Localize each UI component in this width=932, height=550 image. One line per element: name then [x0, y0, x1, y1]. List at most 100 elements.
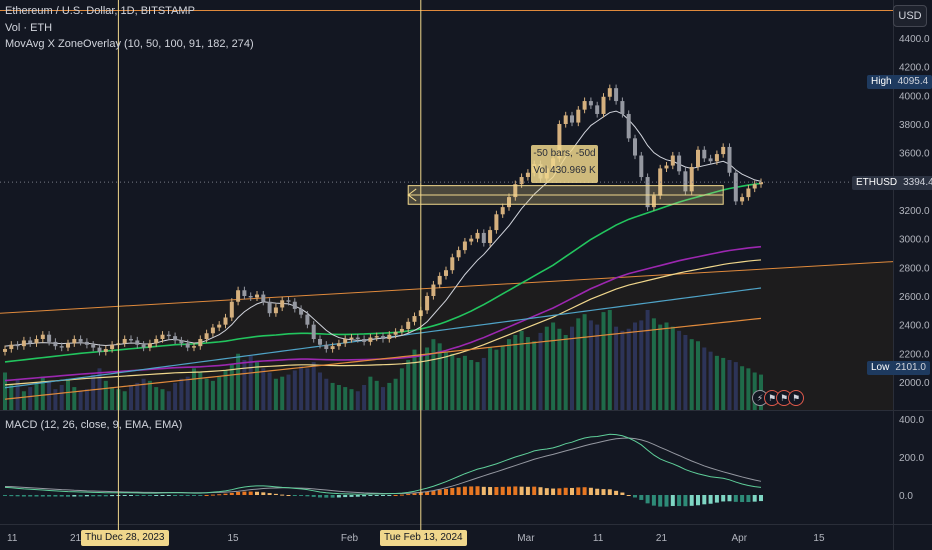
price-tick-label: 2800.0 [899, 263, 930, 274]
volume-bar [349, 389, 354, 410]
macd-histogram-bar [431, 490, 436, 495]
candle-body [349, 337, 354, 339]
macd-histogram-bar [702, 495, 707, 505]
macd-legend[interactable]: MACD (12, 26, close, 9, EMA, EMA) [5, 419, 183, 431]
macd-histogram-bar [412, 493, 417, 495]
event-icons[interactable]: ⚡ ⚑ ⚑ ⚑ [752, 390, 804, 406]
candle-body [651, 195, 656, 208]
candle-body [708, 158, 713, 162]
candle-body [324, 344, 329, 350]
ma-legend[interactable]: MovAvg X ZoneOverlay (10, 50, 100, 91, 1… [5, 38, 254, 50]
price-tick-label: 3800.0 [899, 120, 930, 131]
candle-body [47, 334, 52, 342]
candle-body [229, 301, 234, 318]
volume-legend[interactable]: Vol · ETH [5, 22, 53, 34]
macd-histogram-bar [538, 487, 543, 495]
macd-histogram-bar [752, 495, 757, 502]
candle-body [273, 307, 278, 314]
last-price-tag: ETHUSD 3394.4 [852, 176, 932, 190]
candle-body [664, 165, 669, 169]
macd-histogram-bar [147, 495, 152, 496]
time-tick-label: 15 [813, 533, 825, 544]
candle-body [248, 296, 253, 298]
candle-body [607, 88, 612, 97]
volume-bar [9, 385, 14, 410]
candle-body [15, 344, 20, 347]
crosshair-date-1: Thu Dec 28, 2023 [81, 530, 169, 546]
time-tick-label: 11 [593, 533, 604, 544]
volume-bar [255, 362, 259, 410]
price-tick-label: 2000.0 [899, 378, 930, 389]
volume-bar [122, 391, 127, 410]
candle-body [481, 232, 486, 243]
price-tick-label: 2400.0 [899, 321, 930, 332]
volume-bar [664, 322, 669, 410]
candle-body [122, 339, 127, 344]
volume-bar [273, 378, 278, 410]
volume-bar [683, 335, 688, 410]
volume-bar [368, 376, 373, 410]
candle-body [362, 339, 367, 342]
macd-histogram-bar [324, 495, 329, 498]
volume-bar [444, 351, 448, 410]
candle-body [727, 146, 732, 173]
candle-body [160, 334, 165, 339]
volume-bar [456, 357, 461, 410]
candle-body [595, 105, 600, 114]
macd-histogram-bar [475, 486, 480, 495]
macd-histogram-bar [248, 491, 253, 495]
candle-body [311, 324, 316, 339]
volume-bar [53, 389, 58, 410]
macd-histogram-bar [582, 487, 587, 495]
macd-histogram-bar [576, 487, 581, 495]
macd-histogram-bar [362, 495, 367, 497]
volume-bar [141, 378, 146, 410]
candle-body [255, 294, 259, 298]
candle-body [462, 241, 467, 251]
macd-histogram-bar [387, 495, 392, 496]
chart-title: Ethereum / U.S. Dollar, 1D, BITSTAMP [5, 5, 195, 17]
volume-bar [15, 378, 20, 410]
volume-bar [588, 320, 593, 410]
volume-bar [204, 378, 209, 410]
volume-bar [475, 362, 480, 410]
volume-bar [223, 370, 228, 410]
volume-bar [557, 328, 562, 410]
macd-histogram-bar [494, 487, 499, 495]
candle-body [576, 109, 581, 123]
volume-bar [242, 360, 247, 410]
candle-body [336, 343, 341, 347]
volume-bar [689, 339, 694, 410]
volume-bar [28, 387, 33, 410]
candle-body [614, 88, 619, 102]
macd-histogram-bar [223, 493, 228, 495]
volume-bar [305, 368, 310, 410]
candle-body [746, 188, 751, 198]
macd-histogram-bar [639, 495, 644, 500]
macd-histogram-bar [229, 492, 234, 495]
candle-body [147, 343, 152, 348]
time-tick-label: 21 [70, 533, 82, 544]
volume-bar [91, 374, 96, 410]
macd-histogram-bar [513, 486, 518, 495]
volume-bar [362, 385, 367, 410]
volume-bar [3, 372, 7, 410]
flag-icon-3[interactable]: ⚑ [788, 390, 804, 406]
price-tick-label: 4200.0 [899, 63, 930, 74]
candle-body [759, 182, 763, 185]
candle-body [431, 284, 436, 296]
macd-histogram-bar [135, 495, 140, 496]
volume-bar [507, 339, 511, 410]
candle-body [318, 339, 322, 345]
macd-histogram-bar [626, 495, 631, 496]
candle-body [110, 344, 115, 350]
candle-body [192, 346, 196, 348]
currency-button[interactable]: USD [893, 5, 927, 27]
macd-histogram-bar [759, 495, 763, 502]
volume-bar [532, 341, 537, 410]
candle-body [91, 344, 96, 348]
volume-bar [59, 385, 64, 410]
macd-histogram-bar [110, 495, 115, 497]
candle-body [34, 339, 39, 344]
